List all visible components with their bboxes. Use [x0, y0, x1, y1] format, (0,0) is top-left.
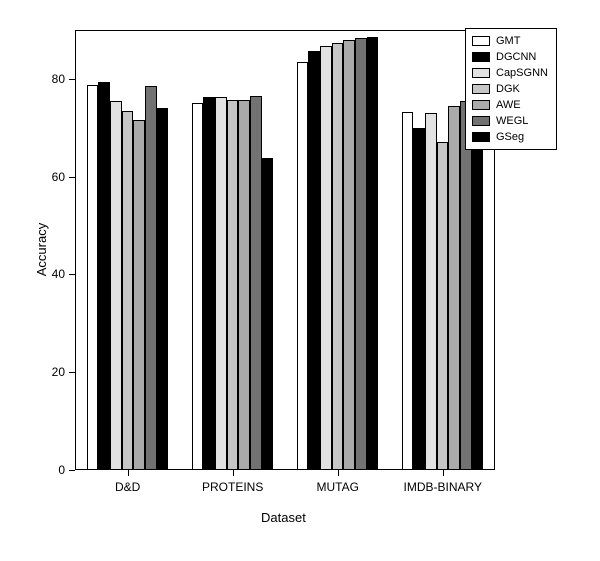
bar — [250, 96, 262, 470]
bar — [437, 142, 449, 470]
legend-swatch — [472, 68, 490, 78]
bars-layer — [75, 30, 495, 470]
legend-swatch — [472, 52, 490, 62]
y-tick — [69, 177, 75, 178]
bar — [98, 82, 110, 470]
legend-label: GSeg — [496, 131, 524, 143]
bar — [215, 97, 227, 470]
legend-label: GMT — [496, 35, 520, 47]
x-category-label: PROTEINS — [202, 480, 263, 494]
bar — [413, 128, 425, 470]
bar — [367, 37, 379, 470]
bar — [355, 38, 367, 470]
y-tick — [69, 274, 75, 275]
bar — [448, 106, 460, 470]
bar — [425, 113, 437, 470]
y-tick-label: 80 — [41, 72, 65, 86]
bar — [87, 85, 99, 470]
bar — [227, 100, 239, 470]
y-tick-label: 60 — [41, 170, 65, 184]
bar — [157, 108, 169, 470]
bar — [320, 46, 332, 470]
bar — [145, 86, 157, 470]
legend-item: WEGL — [472, 113, 548, 129]
legend-label: AWE — [496, 99, 521, 111]
bar — [332, 43, 344, 470]
legend-item: DGCNN — [472, 49, 548, 65]
y-tick-label: 20 — [41, 365, 65, 379]
bar — [343, 40, 355, 470]
y-tick — [69, 79, 75, 80]
legend: GMT DGCNN CapSGNN DGK AWE WEGL GSeg — [465, 28, 557, 150]
legend-swatch — [472, 116, 490, 126]
bar — [238, 100, 250, 470]
x-tick — [128, 470, 129, 476]
legend-item: CapSGNN — [472, 65, 548, 81]
x-tick — [443, 470, 444, 476]
bar — [133, 120, 145, 470]
legend-swatch — [472, 36, 490, 46]
bar — [262, 158, 274, 470]
legend-label: WEGL — [496, 115, 528, 127]
legend-item: GSeg — [472, 129, 548, 145]
bar — [308, 51, 320, 470]
bar — [297, 62, 309, 470]
x-tick — [338, 470, 339, 476]
bar — [402, 112, 414, 470]
legend-swatch — [472, 132, 490, 142]
bar — [203, 97, 215, 470]
legend-swatch — [472, 100, 490, 110]
x-category-label: IMDB-BINARY — [404, 480, 482, 494]
y-tick-label: 40 — [41, 267, 65, 281]
legend-label: DGCNN — [496, 51, 536, 63]
legend-label: CapSGNN — [496, 67, 548, 79]
y-tick — [69, 372, 75, 373]
x-axis-title: Dataset — [261, 510, 306, 525]
x-category-label: MUTAG — [317, 480, 359, 494]
bar — [110, 101, 122, 470]
bar — [192, 103, 204, 470]
x-category-label: D&D — [115, 480, 140, 494]
legend-label: DGK — [496, 83, 520, 95]
chart-stage: GMTDGCNNCapSGNNDGKAWEWEGLGSeg Accuracy D… — [0, 0, 600, 561]
bar — [122, 111, 134, 470]
legend-item: AWE — [472, 97, 548, 113]
legend-item: GMT — [472, 33, 548, 49]
x-tick — [233, 470, 234, 476]
legend-swatch — [472, 84, 490, 94]
y-tick-label: 0 — [41, 463, 65, 477]
bar — [460, 101, 472, 470]
legend-item: DGK — [472, 81, 548, 97]
y-tick — [69, 470, 75, 471]
